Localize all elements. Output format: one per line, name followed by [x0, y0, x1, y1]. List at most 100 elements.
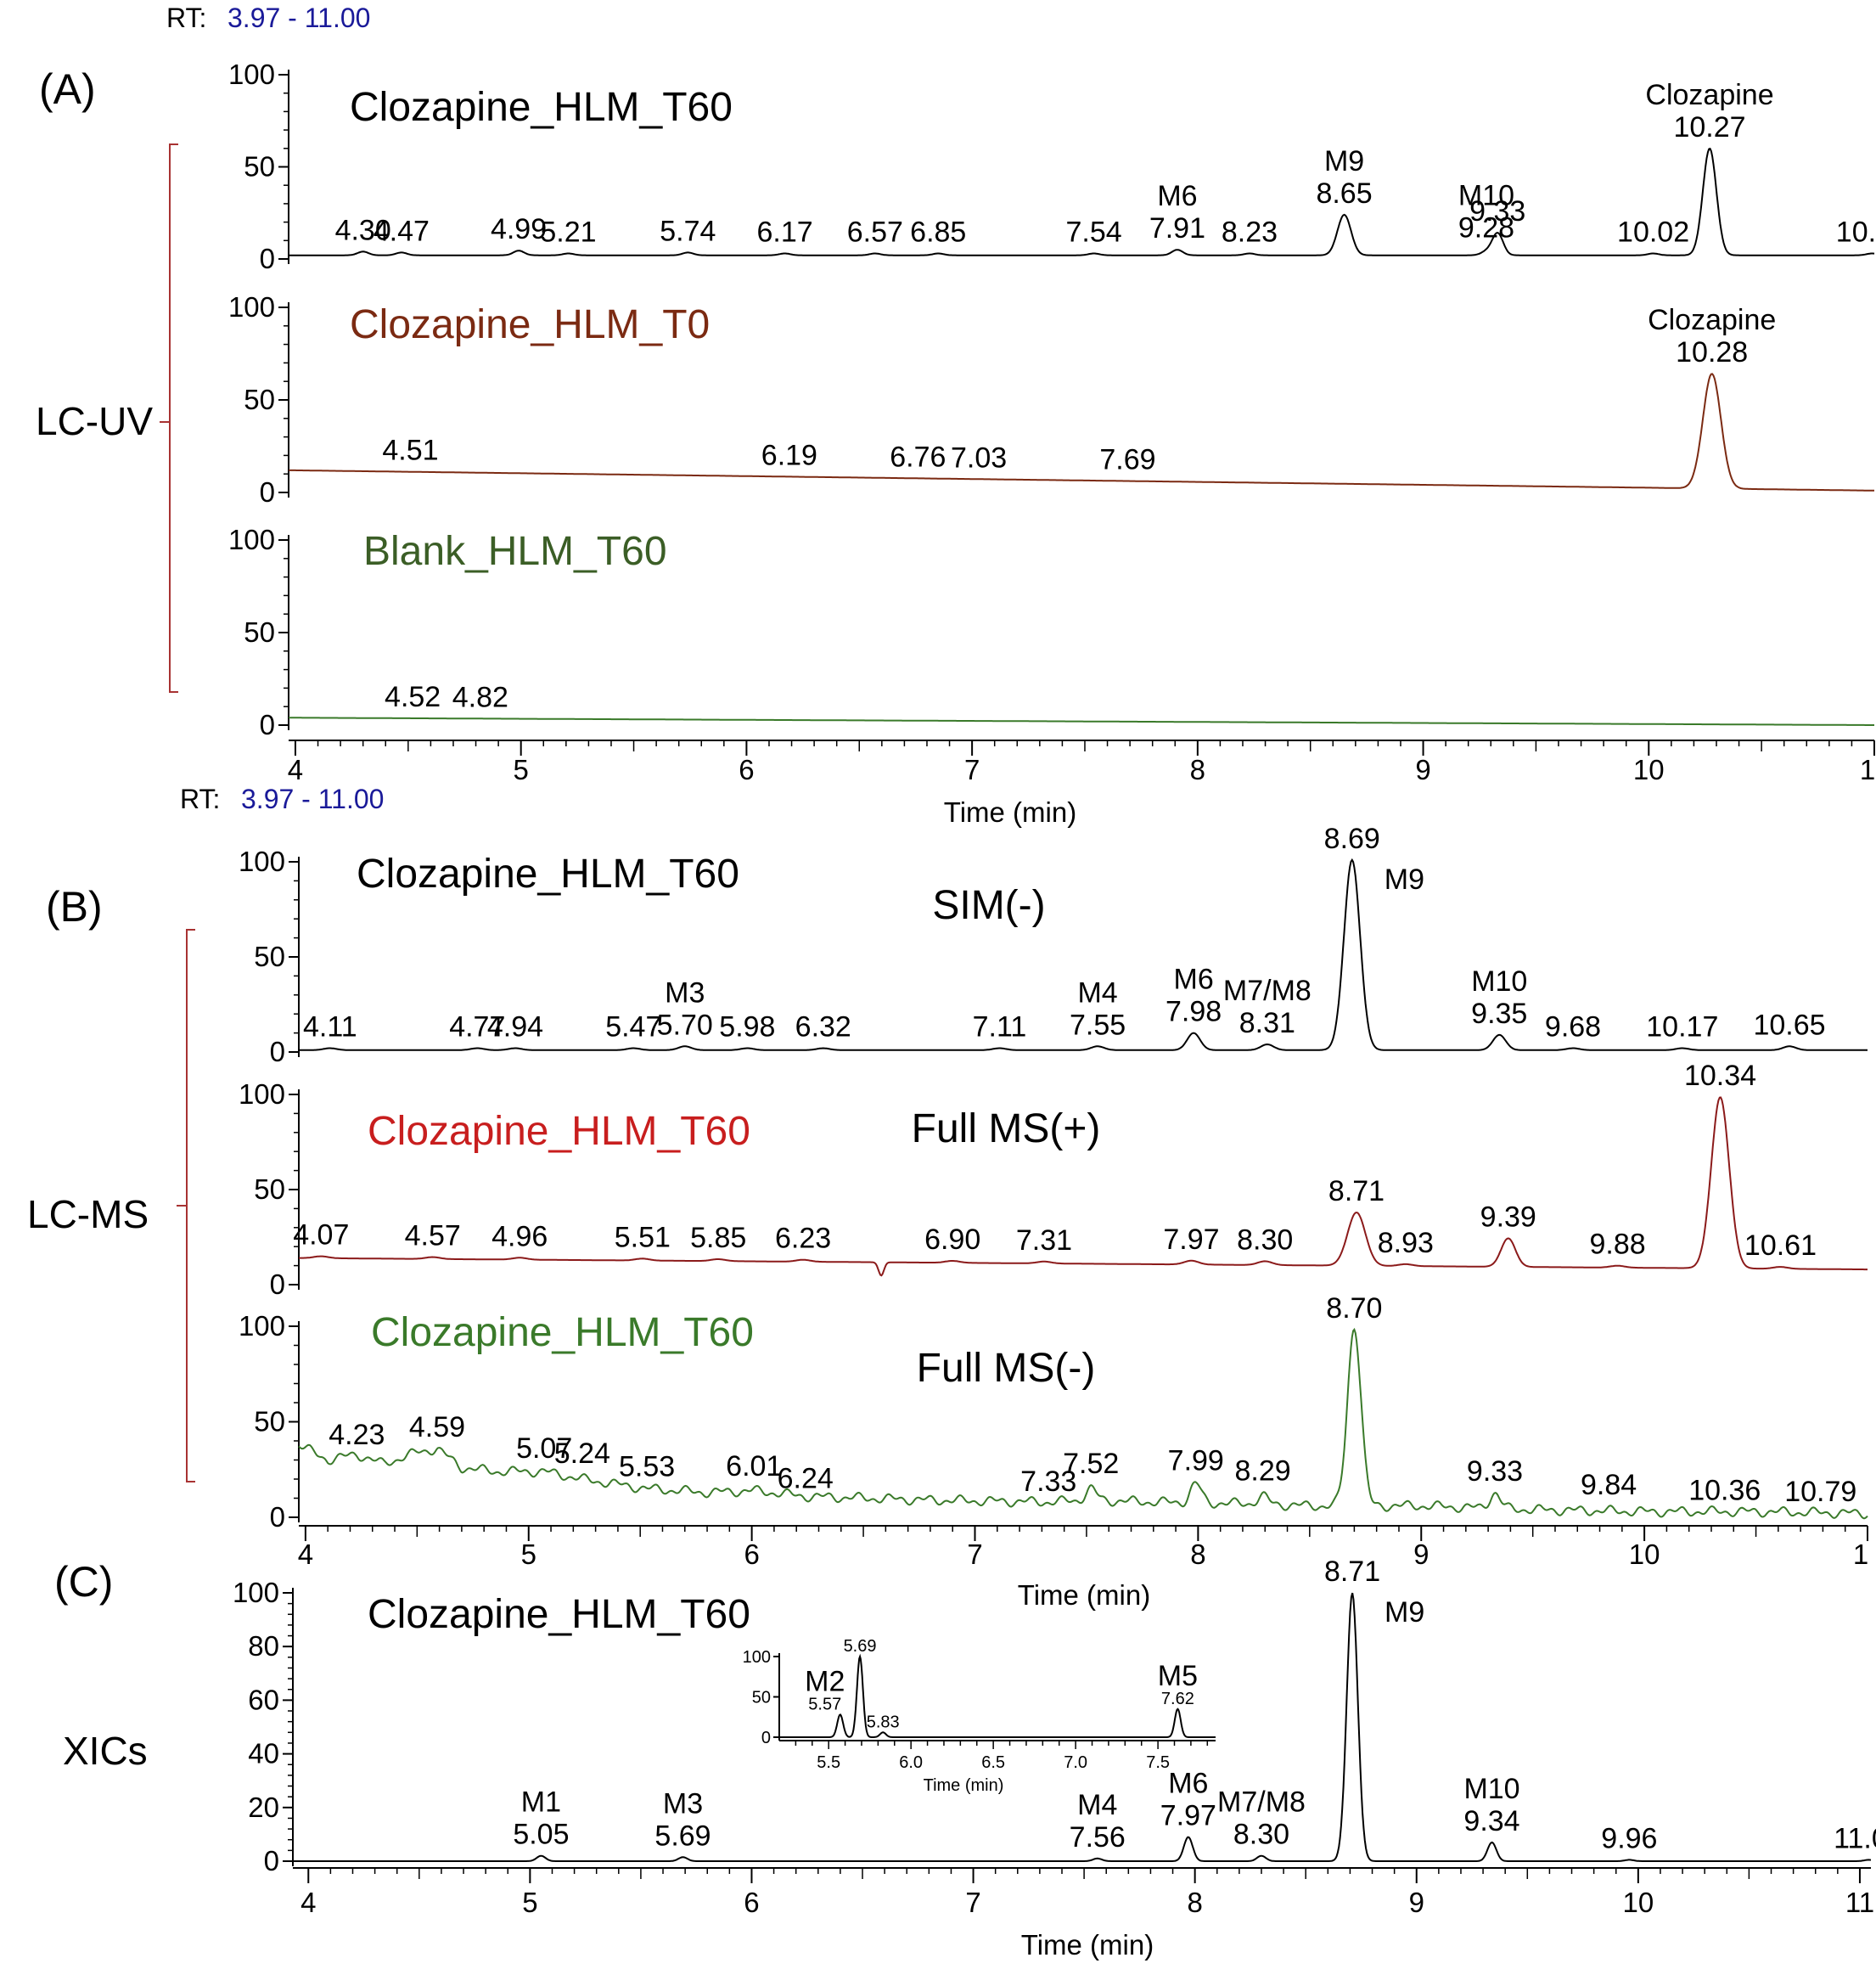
peak-rt-label: 8.30	[1237, 1224, 1293, 1256]
panel-letter-c: (C)	[54, 1558, 113, 1606]
inset-trace	[779, 1653, 1216, 1738]
compound-label: M10	[1458, 179, 1514, 211]
y-tick-label: 50	[254, 1173, 285, 1205]
peak-rt-label: 10.27	[1673, 111, 1745, 143]
x-axis-title-b: Time (min)	[1018, 1579, 1150, 1611]
compound-label: M3	[663, 1787, 703, 1820]
inset-peak-rt-label: 7.62	[1161, 1690, 1194, 1708]
peak-rt-label: 7.91	[1149, 212, 1205, 245]
section-label-xics: XICs	[63, 1729, 148, 1773]
compound-label: M9	[1385, 1596, 1424, 1629]
peak-rt-label: 9.84	[1581, 1469, 1637, 1501]
peak-rt-label: 4.47	[374, 215, 430, 247]
compound-label: Clozapine	[1648, 304, 1776, 336]
chromatogram-panel-c1: 100806040200Clozapine_HLM_T605.05M15.69M…	[233, 1556, 1876, 1876]
peak-rt-label: 7.55	[1070, 1009, 1126, 1041]
y-tick-label: 100	[228, 59, 275, 90]
compound-label: M6	[1174, 964, 1214, 996]
peak-rt-label: 7.33	[1020, 1465, 1076, 1498]
peak-rt-label: 4.99	[491, 213, 547, 245]
peak-rt-label: 6.85	[910, 216, 966, 248]
inset-peak-rt-label: 5.69	[844, 1637, 877, 1656]
chromatogram-trace	[299, 1096, 1868, 1277]
y-tick-label: 50	[244, 384, 275, 415]
inset-x-axis-title: Time (min)	[924, 1776, 1004, 1795]
x-tick-label: 4	[298, 1539, 313, 1570]
section-label-lc-ms: LC-MS	[27, 1192, 149, 1236]
peak-rt-label: 6.01	[726, 1450, 782, 1482]
inset-x-tick-label: 7.0	[1064, 1753, 1087, 1772]
compound-label: M6	[1157, 180, 1197, 212]
compound-label: M7/M8	[1217, 1786, 1306, 1819]
chromatogram-panel-a3: 100 50 0 Blank_HLM_T60 4.52 4.82	[228, 524, 1874, 740]
peak-rt-label: 7.56	[1070, 1821, 1126, 1854]
peak-rt-label: 6.19	[761, 439, 817, 471]
peak-rt-label: 9.34	[1463, 1805, 1519, 1837]
x-tick-label: 5	[522, 1887, 537, 1918]
y-tick-label: 100	[239, 846, 285, 877]
chromatogram-panel-a1: 100 50 0 Clozapine_HLM_T60 4.304.47 4.995.21 5…	[228, 59, 1876, 274]
peak-rt-label: 4.59	[409, 1411, 465, 1443]
peak-rt-label: 4.11	[303, 1011, 357, 1044]
y-tick-label: 80	[248, 1630, 279, 1662]
peak-rt-label: 10.02	[1617, 216, 1689, 248]
chromatogram-panel-b1: 100 50 0 Clozapine_HLM_T60 SIM(-) 4.11 4.774.9…	[239, 823, 1868, 1067]
x-tick-label: 9	[1409, 1887, 1424, 1918]
peak-rt-label: 7.97	[1163, 1224, 1219, 1256]
panel-letter-a: (A)	[39, 65, 96, 113]
y-tick-label: 50	[244, 151, 275, 183]
peak-rt-label: 5.51	[615, 1221, 671, 1253]
peak-rt-label: 5.74	[660, 215, 716, 247]
y-tick-label: 40	[248, 1738, 279, 1769]
peak-rt-label: 6.76	[890, 441, 946, 473]
chromatogram-trace	[299, 858, 1868, 1051]
peak-rt-label: 8.71	[1328, 1175, 1385, 1207]
peak-rt-label: 8.30	[1233, 1819, 1289, 1851]
scan-mode-label: Full MS(+)	[912, 1106, 1101, 1151]
inset-x-tick-label: 7.5	[1146, 1753, 1170, 1772]
compound-label: M10	[1471, 965, 1527, 998]
inset-compound-label: M2	[805, 1665, 845, 1697]
peak-rt-label: 6.90	[924, 1224, 980, 1256]
peak-rt-label: 7.31	[1016, 1224, 1072, 1257]
chromatogram-trace	[298, 1327, 1868, 1520]
peak-rt-label: 11.04	[1834, 1822, 1876, 1854]
peak-rt-label: 5.69	[654, 1820, 711, 1852]
x-tick-label: 7	[965, 1887, 980, 1918]
peak-rt-label: 7.97	[1160, 1800, 1216, 1832]
peak-rt-label: 5.98	[719, 1011, 775, 1044]
y-tick-label: 50	[244, 616, 275, 648]
peak-rt-label: 5.07	[516, 1432, 572, 1465]
inset-y-tick-label: 100	[743, 1648, 771, 1667]
x-tick-label: 1	[1860, 754, 1875, 785]
inset-x-tick-label: 5.5	[817, 1753, 840, 1772]
y-tick-label: 20	[248, 1792, 279, 1823]
x-axis-title-c: Time (min)	[1021, 1929, 1154, 1961]
inset-x-tick-label: 6.5	[981, 1753, 1005, 1772]
peak-rt-label: 7.11	[973, 1011, 1027, 1044]
y-tick-label: 0	[260, 243, 275, 274]
peak-rt-label: 8.69	[1324, 823, 1380, 855]
peak-rt-label: 5.05	[513, 1819, 569, 1851]
section-label-lc-uv: LC-UV	[36, 399, 153, 443]
compound-label: M3	[665, 976, 705, 1009]
compound-label: M4	[1077, 976, 1117, 1009]
peak-rt-label: 8.29	[1235, 1455, 1291, 1488]
chromatogram-panel-b3: 100 50 0 Clozapine_HLM_T60 Full MS(-) 4.23 4.5…	[239, 1292, 1868, 1533]
x-axis-0: 4 5 6 7 8 9 10 1	[288, 740, 1875, 785]
y-tick-label: 0	[270, 1036, 285, 1067]
peak-rt-label: 4.52	[385, 681, 441, 713]
peak-rt-label: 5.53	[619, 1451, 675, 1483]
rt-range-label-a: RT:	[166, 3, 206, 33]
x-tick-label: 10	[1633, 754, 1665, 785]
peak-rt-label: 8.23	[1222, 216, 1278, 248]
peak-rt-label: 10.61	[1744, 1229, 1817, 1262]
compound-label: M7/M8	[1223, 975, 1312, 1007]
compound-label: M9	[1324, 145, 1364, 177]
y-tick-label: 0	[260, 476, 275, 508]
peak-rt-label: 4.07	[293, 1219, 349, 1252]
bracket-lc-uv	[160, 143, 178, 693]
peak-rt-label: 10.34	[1684, 1060, 1756, 1092]
compound-label: M6	[1168, 1768, 1208, 1800]
